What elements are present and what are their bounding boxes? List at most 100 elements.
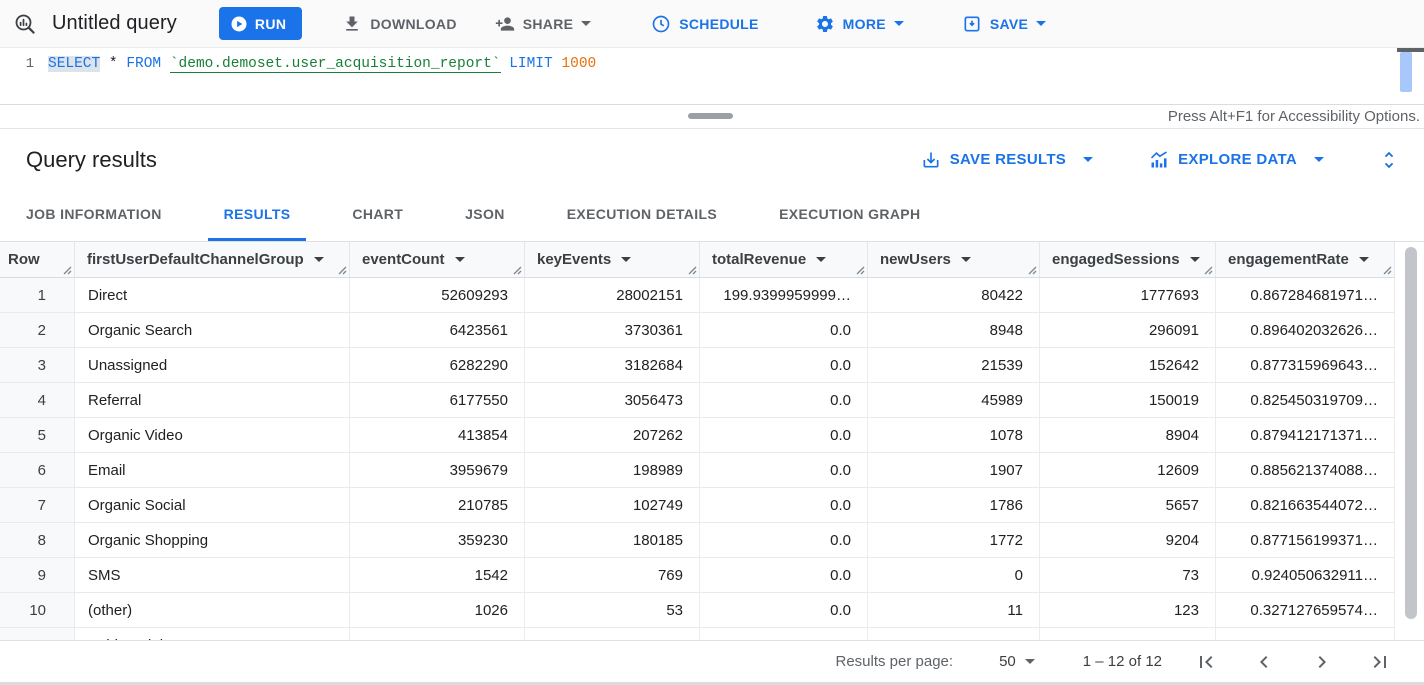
- line-number: 1: [25, 56, 34, 72]
- tab-job-information[interactable]: JOB INFORMATION: [26, 206, 162, 222]
- row-number-cell: 3: [0, 348, 75, 382]
- table-cell: Paid Social: [75, 628, 350, 640]
- download-button[interactable]: DOWNLOAD: [332, 6, 466, 42]
- table-cell: 0.896402032626…: [1216, 313, 1395, 347]
- table-cell: 1786: [868, 488, 1040, 522]
- table-cell: 73: [1040, 558, 1216, 592]
- previous-page-button[interactable]: [1250, 648, 1278, 676]
- tab-execution-details[interactable]: EXECUTION DETAILS: [566, 206, 718, 222]
- row-number-cell: 7: [0, 488, 75, 522]
- schedule-button[interactable]: SCHEDULE: [641, 6, 768, 42]
- column-resize-handle-icon[interactable]: [688, 266, 697, 275]
- first-page-icon: [1200, 655, 1213, 668]
- table-cell: 769: [525, 558, 700, 592]
- column-resize-handle-icon[interactable]: [63, 266, 72, 275]
- table-scrollbar-thumb[interactable]: [1405, 247, 1417, 619]
- column-header-keyEvents[interactable]: keyEvents: [525, 242, 700, 277]
- column-menu-caret-icon[interactable]: [1358, 257, 1369, 262]
- table-cell: 0.0: [700, 453, 868, 487]
- column-header-Row[interactable]: Row: [0, 242, 75, 277]
- table-cell: 152642: [1040, 348, 1216, 382]
- table-cell: 199.9399959999…: [700, 278, 868, 312]
- table-cell: Organic Search: [75, 313, 350, 347]
- table-cell: 180185: [525, 523, 700, 557]
- column-menu-caret-icon[interactable]: [621, 257, 632, 262]
- tab-execution-graph[interactable]: EXECUTION GRAPH: [779, 206, 921, 222]
- collapse-results-button[interactable]: [1374, 145, 1404, 175]
- editor-scrollbar-thumb[interactable]: [1400, 52, 1412, 92]
- clock-icon: [651, 14, 671, 34]
- column-resize-handle-icon[interactable]: [513, 266, 522, 275]
- window-bottom-edge: [0, 682, 1424, 685]
- column-menu-caret-icon[interactable]: [454, 257, 465, 262]
- table-cell: 98: [1040, 628, 1216, 640]
- table-cell: 150019: [1040, 383, 1216, 417]
- column-resize-handle-icon[interactable]: [338, 266, 347, 275]
- column-menu-caret-icon[interactable]: [1189, 257, 1200, 262]
- page-size-select[interactable]: 50: [999, 653, 1035, 670]
- column-menu-caret-icon[interactable]: [816, 257, 827, 262]
- save-results-label: SAVE RESULTS: [949, 151, 1067, 168]
- table-header-row: Row firstUserDefaultChannelGroup eventCoun…: [0, 242, 1395, 278]
- table-row: 6 Email 3959679 198989 0.0 1907 12609 0.8856213…: [0, 453, 1395, 488]
- sql-table-ref[interactable]: `demo.demoset.user_acquisition_report`: [169, 56, 501, 73]
- row-number-cell: 6: [0, 453, 75, 487]
- chevron-down-icon: [1024, 659, 1035, 664]
- column-header-eventCount[interactable]: eventCount: [350, 242, 525, 277]
- splitter-drag-handle[interactable]: [688, 113, 733, 119]
- share-button[interactable]: SHARE: [485, 6, 602, 42]
- more-button[interactable]: MORE: [805, 6, 914, 42]
- query-title: Untitled query: [52, 12, 177, 34]
- next-page-button[interactable]: [1308, 648, 1336, 676]
- sql-star: *: [100, 56, 127, 72]
- table-cell: 3730361: [525, 313, 700, 347]
- column-menu-caret-icon[interactable]: [960, 257, 971, 262]
- column-header-totalRevenue[interactable]: totalRevenue: [700, 242, 868, 277]
- table-row: 4 Referral 6177550 3056473 0.0 45989 150019 0.8…: [0, 383, 1395, 418]
- column-header-newUsers[interactable]: newUsers: [868, 242, 1040, 277]
- column-resize-handle-icon[interactable]: [1204, 266, 1213, 275]
- column-header-engagedSessions[interactable]: engagedSessions: [1040, 242, 1216, 277]
- sql-code-line: 1 SELECT * FROM `demo.demoset.user_acqui…: [0, 48, 1424, 73]
- table-cell: 45989: [868, 383, 1040, 417]
- sql-keyword-limit: LIMIT: [509, 56, 553, 72]
- sql-keyword-from: FROM: [126, 56, 162, 72]
- row-number-cell: 1: [0, 278, 75, 312]
- table-cell: 0.0: [700, 313, 868, 347]
- row-number-cell: 11: [0, 628, 75, 640]
- page-range-label: 1 – 12 of 12: [1082, 653, 1162, 670]
- sql-editor[interactable]: 1 SELECT * FROM `demo.demoset.user_acqui…: [0, 48, 1424, 104]
- table-row: 10 (other) 1026 53 0.0 11 123 0.327127659574…: [0, 593, 1395, 628]
- column-header-engagementRate[interactable]: engagementRate: [1216, 242, 1395, 277]
- last-page-button[interactable]: [1366, 648, 1394, 676]
- explore-data-button[interactable]: EXPLORE DATA: [1139, 150, 1334, 170]
- tab-results[interactable]: RESULTS: [207, 190, 307, 241]
- table-cell: Organic Video: [75, 418, 350, 452]
- share-label: SHARE: [522, 15, 574, 32]
- tab-json[interactable]: JSON: [465, 206, 505, 222]
- first-page-button[interactable]: [1192, 648, 1220, 676]
- column-resize-handle-icon[interactable]: [856, 266, 865, 275]
- column-resize-handle-icon[interactable]: [1383, 266, 1392, 275]
- save-label: SAVE: [989, 15, 1029, 32]
- results-tab-bar: JOB INFORMATION RESULTS CHART JSON EXECUTION…: [0, 190, 1424, 242]
- row-number-cell: 9: [0, 558, 75, 592]
- save-button[interactable]: SAVE: [952, 6, 1056, 42]
- column-header-firstUserDefaultChannelGroup[interactable]: firstUserDefaultChannelGroup: [75, 242, 350, 277]
- table-cell: 3056473: [525, 383, 700, 417]
- chevron-down-icon: [1036, 21, 1047, 26]
- accessibility-hint: Press Alt+F1 for Accessibility Options.: [1167, 108, 1420, 125]
- table-cell: 53: [525, 593, 700, 627]
- save-results-button[interactable]: SAVE RESULTS: [911, 150, 1103, 170]
- next-page-icon: [1318, 655, 1326, 668]
- column-menu-caret-icon[interactable]: [313, 257, 324, 262]
- table-row: 3 Unassigned 6282290 3182684 0.0 21539 152642 0…: [0, 348, 1395, 383]
- column-resize-handle-icon[interactable]: [1028, 266, 1037, 275]
- table-cell: Direct: [75, 278, 350, 312]
- sql-limit-value: 1000: [561, 56, 597, 72]
- table-cell: 134: [525, 628, 700, 640]
- run-label: RUN: [254, 15, 287, 32]
- run-button[interactable]: RUN: [218, 7, 303, 40]
- table-row: 1 Direct 52609293 28002151 199.9399959999… 80…: [0, 278, 1395, 313]
- tab-chart[interactable]: CHART: [352, 206, 404, 222]
